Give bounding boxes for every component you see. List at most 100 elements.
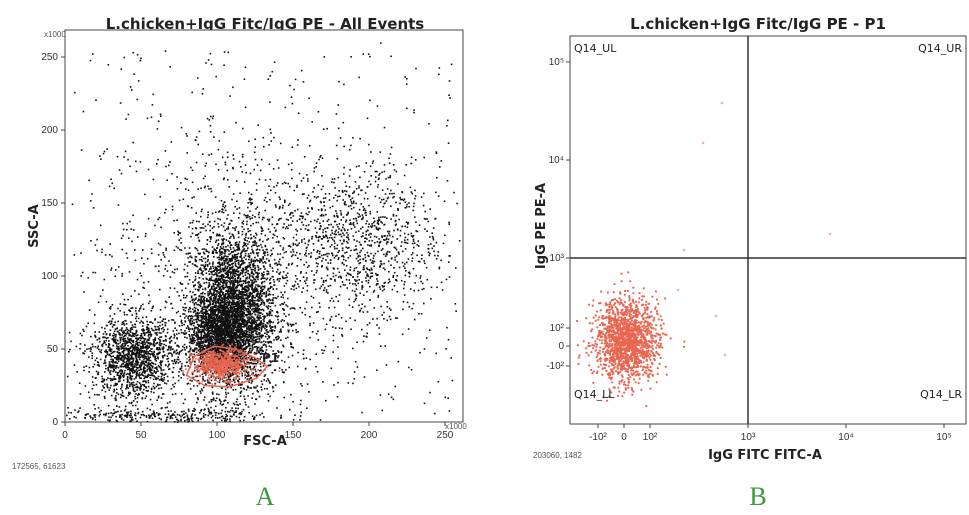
scatter-point — [257, 374, 260, 376]
scatter-point — [192, 301, 194, 304]
scatter-point — [216, 233, 218, 235]
scatter-point — [233, 324, 235, 326]
scatter-point — [236, 282, 239, 284]
scatter-point — [221, 277, 223, 279]
scatter-point — [235, 318, 238, 320]
scatter-point — [251, 346, 254, 349]
scatter-point — [238, 326, 241, 329]
scatter-point — [220, 257, 223, 260]
scatter-point — [258, 333, 261, 335]
scatter-point — [207, 350, 210, 352]
scatter-point — [256, 258, 258, 261]
scatter-point — [235, 338, 237, 340]
scatter-point — [216, 348, 219, 350]
scatter-point — [226, 305, 229, 308]
scatter-point — [190, 235, 192, 238]
scatter-point — [231, 321, 234, 324]
scatter-point — [254, 304, 257, 306]
scatter-point — [237, 262, 240, 264]
scatter-point — [182, 373, 184, 375]
scatter-point — [167, 357, 170, 360]
scatter-point — [222, 242, 225, 244]
scatter-point — [272, 387, 274, 389]
scatter-point — [204, 261, 207, 264]
scatter-point — [241, 383, 243, 386]
scatter-point — [283, 381, 285, 384]
scatter-point — [189, 328, 192, 330]
scatter-point — [287, 356, 290, 358]
scatter-point — [212, 261, 214, 264]
scatter-point — [232, 332, 234, 335]
scatter-point — [209, 327, 211, 329]
scatter-point — [239, 341, 242, 344]
scatter-point — [140, 305, 142, 307]
scatter-point — [180, 249, 183, 251]
scatter-point — [223, 331, 225, 333]
scatter-point — [209, 225, 212, 227]
scatter-point — [206, 325, 208, 327]
scatter-point — [252, 392, 254, 395]
scatter-point — [247, 334, 250, 336]
scatter-point — [180, 393, 183, 395]
scatter-point — [252, 222, 254, 225]
scatter-point — [149, 398, 152, 401]
scatter-point — [231, 372, 234, 375]
scatter-point — [228, 280, 230, 283]
scatter-point — [228, 277, 231, 279]
scatter-point — [249, 264, 251, 267]
scatter-point — [229, 267, 231, 269]
scatter-point — [197, 331, 200, 333]
scatter-point — [253, 343, 256, 345]
scatter-point — [239, 403, 241, 405]
scatter-point — [187, 382, 190, 385]
scatter-point — [211, 311, 213, 313]
scatter-point — [205, 310, 207, 313]
scatter-point — [214, 293, 217, 296]
scatter-point — [233, 281, 235, 284]
scatter-point — [248, 343, 250, 346]
scatter-point — [217, 330, 220, 333]
scatter-point — [243, 342, 245, 344]
scatter-point — [224, 282, 227, 284]
scatter-point — [238, 324, 241, 327]
scatter-point — [219, 326, 221, 328]
scatter-point — [251, 296, 253, 298]
scatter-point — [213, 270, 215, 272]
scatter-point — [174, 327, 176, 329]
scatter-point — [242, 246, 244, 248]
scatter-point — [231, 289, 234, 291]
scatter-point — [137, 347, 140, 350]
scatter-point — [201, 329, 204, 332]
scatter-point — [227, 295, 230, 298]
scatter-point — [205, 374, 207, 376]
scatter-point — [242, 271, 244, 274]
scatter-point — [223, 279, 226, 281]
scatter-point — [225, 239, 228, 241]
scatter-point — [258, 337, 260, 340]
scatter-point — [239, 271, 242, 274]
scatter-point — [203, 298, 205, 301]
scatter-point — [210, 344, 213, 347]
scatter-point — [240, 390, 243, 393]
scatter-point — [247, 270, 249, 272]
scatter-point — [178, 346, 180, 348]
scatter-point — [236, 279, 239, 282]
scatter-point — [218, 327, 221, 329]
scatter-point — [224, 298, 226, 301]
scatter-point — [210, 299, 212, 301]
scatter-point — [268, 302, 271, 304]
scatter-point — [216, 393, 218, 395]
scatter-point — [240, 322, 242, 325]
scatter-point — [251, 297, 253, 299]
scatter-point — [127, 372, 129, 375]
scatter-point — [254, 216, 256, 218]
scatter-point — [229, 271, 231, 273]
scatter-point — [218, 261, 221, 263]
scatter-point — [210, 339, 213, 341]
scatter-point — [224, 265, 227, 267]
scatter-point — [152, 355, 154, 357]
scatter-point — [188, 330, 191, 332]
scatter-point — [207, 331, 209, 334]
scatter-point — [232, 342, 235, 345]
scatter-point — [179, 281, 182, 284]
